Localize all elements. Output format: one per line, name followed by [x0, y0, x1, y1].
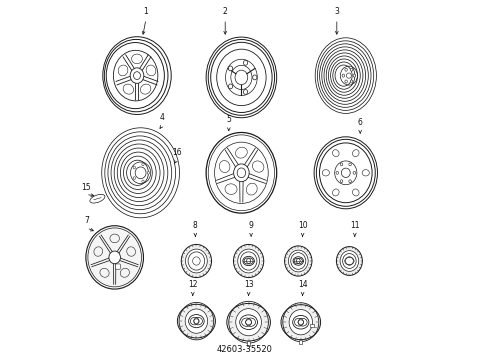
- Ellipse shape: [225, 184, 237, 194]
- Ellipse shape: [133, 177, 135, 179]
- Ellipse shape: [86, 226, 144, 289]
- Ellipse shape: [352, 150, 359, 157]
- Ellipse shape: [90, 194, 105, 203]
- Ellipse shape: [146, 65, 156, 76]
- Ellipse shape: [252, 161, 264, 172]
- Ellipse shape: [228, 84, 233, 89]
- Ellipse shape: [345, 80, 347, 83]
- Ellipse shape: [130, 68, 144, 84]
- Ellipse shape: [337, 247, 363, 275]
- Ellipse shape: [127, 247, 135, 256]
- Ellipse shape: [141, 84, 151, 94]
- FancyBboxPatch shape: [116, 264, 121, 269]
- Text: 11: 11: [350, 221, 360, 230]
- Ellipse shape: [345, 68, 347, 71]
- Text: 13: 13: [244, 280, 253, 289]
- Ellipse shape: [342, 74, 344, 77]
- Ellipse shape: [181, 244, 212, 278]
- Ellipse shape: [350, 80, 353, 83]
- Ellipse shape: [118, 65, 128, 76]
- Ellipse shape: [362, 170, 369, 176]
- Ellipse shape: [142, 180, 144, 183]
- Ellipse shape: [234, 164, 249, 182]
- Ellipse shape: [281, 305, 320, 340]
- Text: 9: 9: [249, 221, 253, 230]
- Ellipse shape: [350, 68, 353, 71]
- Ellipse shape: [289, 250, 308, 272]
- Ellipse shape: [352, 189, 359, 196]
- Ellipse shape: [131, 54, 143, 64]
- Bar: [299, 340, 302, 344]
- Ellipse shape: [236, 309, 262, 336]
- Ellipse shape: [110, 234, 120, 243]
- Text: 16: 16: [172, 148, 181, 157]
- Ellipse shape: [253, 75, 257, 80]
- Ellipse shape: [142, 163, 144, 166]
- Text: 5: 5: [226, 115, 231, 124]
- Ellipse shape: [123, 84, 134, 94]
- Text: 6: 6: [358, 118, 363, 127]
- Ellipse shape: [94, 247, 102, 256]
- Text: 15: 15: [81, 183, 91, 192]
- Ellipse shape: [289, 310, 313, 335]
- Ellipse shape: [186, 249, 207, 273]
- Ellipse shape: [285, 246, 312, 276]
- Bar: [310, 324, 314, 327]
- Ellipse shape: [336, 171, 339, 174]
- Ellipse shape: [177, 304, 216, 338]
- Ellipse shape: [147, 171, 149, 174]
- Ellipse shape: [246, 183, 257, 195]
- Text: 2: 2: [223, 7, 227, 16]
- Ellipse shape: [333, 150, 339, 157]
- Ellipse shape: [244, 60, 247, 65]
- Ellipse shape: [353, 171, 356, 174]
- Ellipse shape: [238, 249, 260, 273]
- Ellipse shape: [349, 180, 351, 183]
- Ellipse shape: [322, 170, 329, 176]
- Ellipse shape: [100, 268, 109, 277]
- Text: 10: 10: [298, 221, 307, 230]
- Text: 3: 3: [334, 7, 339, 16]
- Text: 8: 8: [193, 221, 197, 230]
- Text: 42603-35520: 42603-35520: [217, 345, 273, 354]
- Ellipse shape: [349, 163, 351, 166]
- Ellipse shape: [185, 309, 208, 333]
- Ellipse shape: [340, 180, 343, 183]
- Ellipse shape: [244, 90, 247, 94]
- Ellipse shape: [133, 166, 135, 169]
- Ellipse shape: [236, 147, 247, 158]
- Text: 7: 7: [84, 216, 89, 225]
- Ellipse shape: [227, 303, 270, 341]
- Bar: [247, 341, 250, 346]
- Ellipse shape: [109, 251, 121, 264]
- Text: 4: 4: [160, 113, 165, 122]
- Ellipse shape: [340, 251, 359, 271]
- Ellipse shape: [120, 268, 129, 277]
- Text: 1: 1: [144, 7, 148, 16]
- Ellipse shape: [220, 161, 230, 172]
- Ellipse shape: [333, 189, 339, 196]
- Text: 14: 14: [298, 280, 307, 289]
- Text: 12: 12: [188, 280, 197, 289]
- Ellipse shape: [233, 244, 264, 278]
- Ellipse shape: [228, 66, 233, 71]
- Ellipse shape: [353, 74, 356, 77]
- Ellipse shape: [340, 163, 343, 166]
